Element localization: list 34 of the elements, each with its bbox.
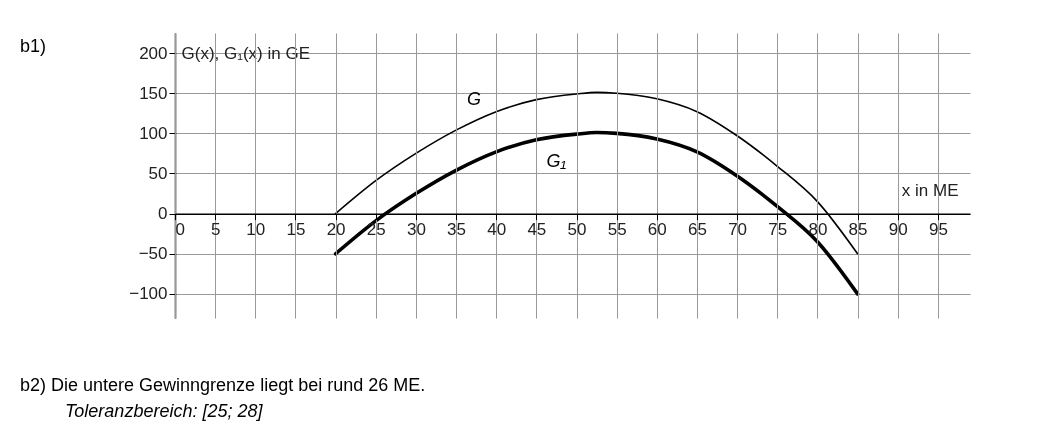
x-tick-label: 90: [888, 220, 908, 240]
y-tick-label: 100: [139, 123, 168, 143]
x-tick-label: 50: [567, 220, 587, 240]
x-tick-label: 40: [487, 220, 507, 240]
x-tick-label: 0: [175, 220, 185, 240]
x-tick-label: 30: [406, 220, 426, 240]
y-axis-title: G(x), G₁(x) in GE: [181, 43, 311, 63]
x-tick-label: 75: [768, 220, 788, 240]
x-tick-label: 70: [728, 220, 748, 240]
chart-title: b1): [20, 36, 47, 57]
y-tick-label: −50: [138, 244, 168, 264]
y-tick-label: 50: [148, 163, 168, 183]
x-tick-label: 60: [647, 220, 667, 240]
x-tick-label: 80: [808, 220, 828, 240]
series-label: G₁: [546, 150, 567, 171]
x-tick-label: 95: [928, 220, 948, 240]
text: b2) Die untere Gewinngrenze liegt bei rund 26 ME.: [20, 374, 426, 397]
series-label: G: [467, 89, 482, 110]
x-tick-label: 45: [527, 220, 547, 240]
y-tick-label: −100: [129, 284, 168, 304]
x-tick-label: 5: [210, 220, 221, 240]
x-tick-label: 10: [246, 220, 266, 240]
text: Toleranzbereich: [25; 28]: [64, 400, 264, 423]
y-tick-label: 0: [158, 204, 168, 224]
x-tick-label: 85: [848, 220, 868, 240]
y-tick-label: 200: [139, 43, 168, 63]
x-tick-label: 25: [366, 220, 386, 240]
y-tick-label: 150: [139, 83, 168, 103]
x-tick-label: 65: [688, 220, 707, 240]
x-tick-label: 20: [326, 220, 346, 240]
x-tick-label: 55: [607, 220, 627, 240]
x-axis-title: x in ME: [901, 181, 959, 201]
x-tick-label: 15: [286, 220, 306, 240]
x-tick-label: 35: [447, 220, 467, 240]
